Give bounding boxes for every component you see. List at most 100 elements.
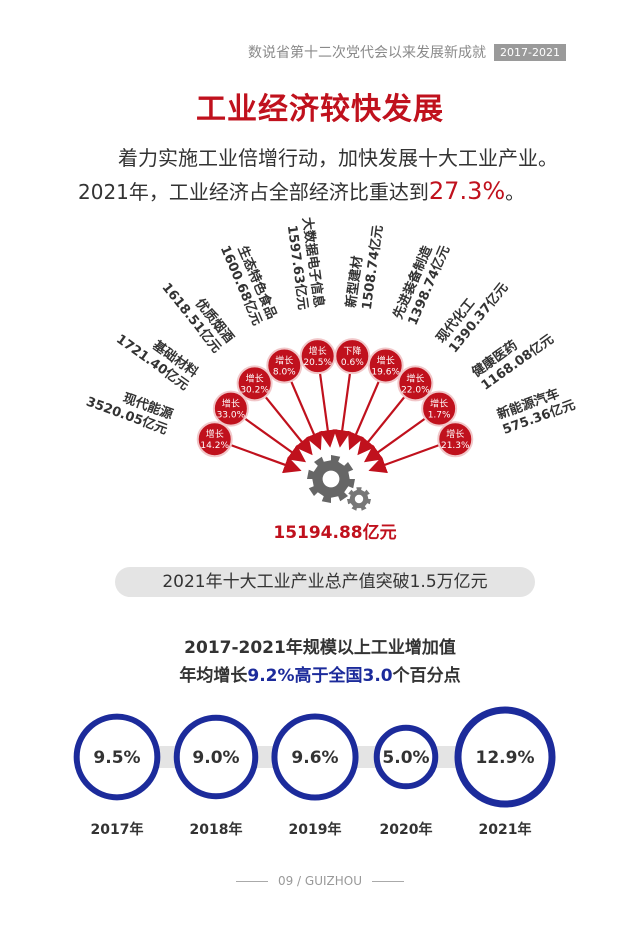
badge-growth-label: 增长 bbox=[275, 354, 293, 366]
industry-arrow bbox=[290, 381, 323, 451]
gear-icon bbox=[307, 455, 371, 511]
badge-circle bbox=[334, 338, 371, 375]
header-title: 数说省第十二次党代会以来发展新成就 bbox=[248, 45, 487, 61]
year-label: 2019年 bbox=[289, 821, 342, 838]
badge-growth-label: 增长 bbox=[309, 345, 327, 357]
badge-circle bbox=[367, 347, 404, 384]
industry-arrow bbox=[265, 396, 313, 456]
industry-arrow bbox=[319, 373, 337, 448]
badge-growth-label: 增长 bbox=[430, 398, 448, 410]
industry-arrow bbox=[363, 418, 426, 463]
footer-line-left bbox=[235, 881, 268, 882]
badge-circle bbox=[397, 365, 434, 402]
total-output-value: 15194.88亿元 bbox=[273, 522, 396, 543]
header-year-badge: 2017-2021 bbox=[494, 43, 566, 61]
growth-title: 2017-2021年规模以上工业增加值 bbox=[184, 638, 456, 658]
year-label: 2021年 bbox=[479, 821, 532, 838]
badge-growth-value: 20.5% bbox=[303, 358, 332, 368]
bubble-ring bbox=[173, 714, 259, 800]
industry-arrow bbox=[357, 396, 405, 456]
year-bubble: 9.5% 2017年 bbox=[73, 713, 161, 838]
growth-sub-text-1: 年均增长 bbox=[179, 666, 248, 686]
bubble-ring bbox=[454, 706, 556, 808]
badge-circle bbox=[196, 421, 233, 458]
gear-hole bbox=[322, 470, 340, 488]
badge-circle bbox=[421, 390, 458, 427]
badge-growth-value: 0.6% bbox=[341, 358, 364, 368]
avg-growth-value: 9.2% bbox=[247, 666, 295, 686]
gear-hole bbox=[354, 494, 364, 504]
bubble-value-label: 9.0% bbox=[192, 748, 239, 768]
page-header: 数说省第十二次党代会以来发展新成就 2017-2021 bbox=[248, 42, 566, 62]
badge-circle bbox=[236, 365, 273, 402]
industry-arrow bbox=[231, 444, 302, 474]
badge-growth-label: 增长 bbox=[206, 428, 224, 440]
industry-growth-badge: 增长1.7% bbox=[421, 390, 458, 427]
page-footer: 09 / GUIZHOU bbox=[0, 874, 640, 888]
badge-growth-value: 14.2% bbox=[200, 441, 229, 451]
badge-growth-value: 1.7% bbox=[428, 411, 451, 421]
output-banner: 2021年十大工业产业总产值突破1.5万亿元 bbox=[115, 567, 535, 597]
badge-growth-label: 增长 bbox=[222, 398, 240, 410]
intro-line-2: 2021年，工业经济占全部经济比重达到27.3%。 bbox=[78, 176, 598, 205]
badge-circle bbox=[212, 390, 249, 427]
badge-growth-value: 22.0% bbox=[401, 385, 430, 395]
industry-growth-badge: 增长8.0% bbox=[266, 347, 303, 384]
intro-line-1: 着力实施工业倍增行动，加快发展十大工业产业。 bbox=[118, 146, 558, 170]
growth-subtitle: 年均增长9.2%高于全国3.0个百分点 bbox=[0, 661, 640, 686]
year-bubble: 9.0% 2018年 bbox=[173, 714, 259, 838]
year-label: 2018年 bbox=[190, 821, 243, 838]
badge-growth-label: 增长 bbox=[446, 428, 464, 440]
industry-arrow bbox=[244, 418, 307, 463]
bubble-value-label: 12.9% bbox=[476, 748, 535, 768]
industry-name: 新型建材 bbox=[343, 255, 366, 309]
badge-circle bbox=[266, 347, 303, 384]
badge-growth-label: 增长 bbox=[406, 372, 424, 384]
bubble-ring bbox=[373, 724, 439, 790]
badge-growth-label: 下降 bbox=[343, 345, 361, 357]
bubble-value-label: 9.5% bbox=[93, 748, 140, 768]
year-label: 2020年 bbox=[380, 821, 433, 838]
badge-growth-label: 增长 bbox=[377, 354, 395, 366]
industry-growth-badge: 下降0.6% bbox=[334, 338, 371, 375]
bubble-ring bbox=[73, 713, 161, 801]
intro-line-2-prefix: 2021年，工业经济占全部经济比重达到 bbox=[78, 180, 429, 204]
badge-growth-value: 30.2% bbox=[240, 385, 269, 395]
footer-line-right bbox=[372, 881, 405, 882]
growth-sub-text-2: 高于全国 bbox=[294, 666, 363, 686]
industry-share-value: 27.3% bbox=[428, 177, 506, 205]
badge-growth-value: 19.6% bbox=[371, 367, 400, 377]
badge-growth-value: 8.0% bbox=[273, 367, 296, 377]
year-bubble: 12.9% 2021年 bbox=[454, 706, 556, 838]
industry-arrow bbox=[347, 381, 380, 451]
industry-arrow bbox=[368, 444, 439, 474]
industry-arrow bbox=[333, 373, 351, 448]
badge-circle bbox=[437, 421, 474, 458]
year-label: 2017年 bbox=[91, 821, 144, 838]
badge-growth-value: 21.3% bbox=[441, 441, 470, 451]
year-bubble: 5.0% 2020年 bbox=[373, 724, 439, 838]
badge-growth-label: 增长 bbox=[246, 372, 264, 384]
bubble-value-label: 5.0% bbox=[382, 748, 429, 768]
intro-line-2-suffix: 。 bbox=[505, 180, 526, 204]
yearly-growth-chart: 9.5% 2017年 9.0% 2018年 9.6% 2019年 5.0% 2020年 12.9… bbox=[73, 706, 556, 838]
bubble-value-label: 9.6% bbox=[291, 748, 338, 768]
footer-text: 09 / GUIZHOU bbox=[277, 874, 363, 888]
